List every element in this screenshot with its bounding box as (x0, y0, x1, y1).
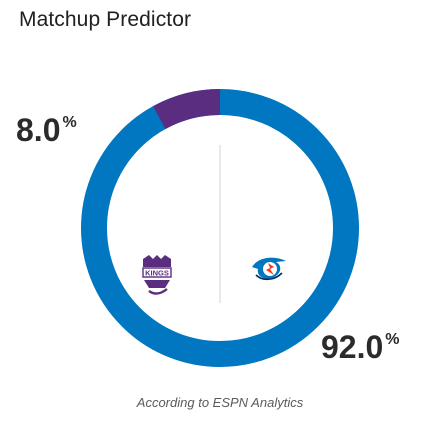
away-win-percentage-value: 8.0 (16, 112, 61, 148)
analytics-source-note: According to ESPN Analytics (136, 395, 304, 410)
home-win-percentage-value: 92.0 (321, 329, 384, 365)
oklahoma-city-thunder-logo (252, 257, 286, 281)
kings-logo-text: KINGS (145, 269, 169, 278)
away-win-percentage-symbol: % (62, 114, 77, 131)
matchup-predictor-title: Matchup Predictor (19, 8, 192, 31)
away-win-percentage: 8.0 % (16, 114, 77, 146)
away-win-arc (81, 89, 359, 367)
sacramento-kings-logo: KINGS (142, 255, 172, 295)
home-win-percentage: 92.0% (321, 331, 400, 363)
home-win-percentage-symbol: % (385, 331, 400, 348)
